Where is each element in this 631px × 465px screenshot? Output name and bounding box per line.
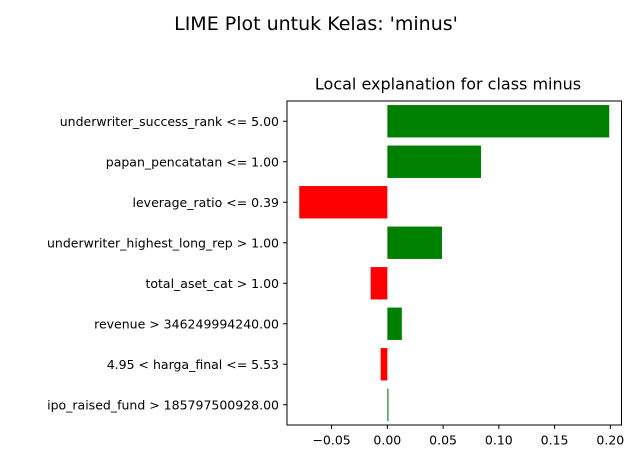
axes-frame <box>286 100 622 426</box>
bar <box>387 226 442 259</box>
bar <box>387 307 402 340</box>
y-tick-label: underwriter_highest_long_rep > 1.00 <box>47 235 279 250</box>
x-tick-label: 0.05 <box>429 433 457 448</box>
y-tick-label: leverage_ratio <= 0.39 <box>133 195 280 210</box>
y-tick-label: 4.95 < harga_final <= 5.53 <box>107 357 279 372</box>
y-tick-label: underwriter_success_rank <= 5.00 <box>60 114 279 129</box>
bar <box>380 348 388 381</box>
y-tick-label: total_aset_cat > 1.00 <box>145 276 279 291</box>
bars-group <box>299 105 610 421</box>
x-axis-ticks: −0.05 0.00 0.05 0.10 0.15 0.20 <box>312 425 624 448</box>
y-axis-ticks: underwriter_success_rank <= 5.00 papan_pe… <box>47 114 287 412</box>
y-tick-label: papan_pencatatan <= 1.00 <box>106 154 279 169</box>
x-tick-label: 0.10 <box>485 433 513 448</box>
bar <box>387 105 610 138</box>
bar <box>387 388 389 421</box>
x-tick-label: −0.05 <box>312 433 350 448</box>
y-tick-label: revenue > 346249994240.00 <box>94 316 279 331</box>
x-tick-label: 0.00 <box>373 433 401 448</box>
y-tick-label: ipo_raised_fund > 185797500928.00 <box>47 397 279 412</box>
bar <box>299 186 388 219</box>
chart-title: Local explanation for class minus <box>315 75 581 94</box>
x-tick-label: 0.20 <box>596 433 624 448</box>
bar <box>387 145 482 178</box>
figure-suptitle: LIME Plot untuk Kelas: 'minus' <box>174 13 458 35</box>
x-tick-label: 0.15 <box>541 433 569 448</box>
bar <box>370 267 388 300</box>
